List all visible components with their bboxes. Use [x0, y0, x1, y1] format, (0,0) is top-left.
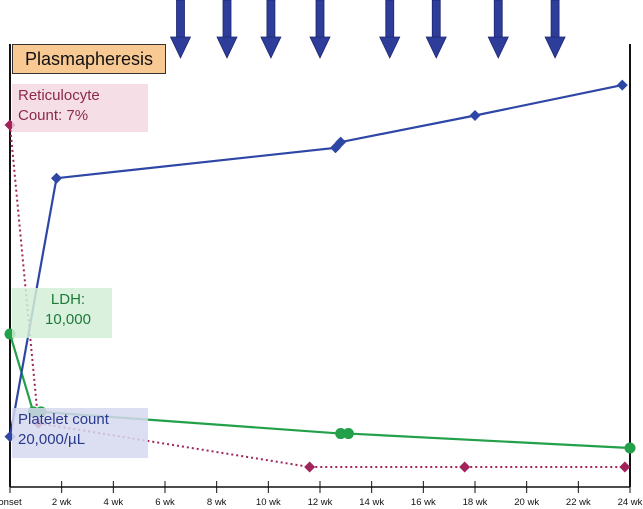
- x-tick-label: 6 wk: [155, 497, 175, 508]
- x-tick-label: 18 wk: [463, 497, 488, 508]
- x-tick-label: 4 wk: [104, 497, 124, 508]
- treatment-label-box: Plasmapheresis: [12, 44, 166, 74]
- x-axis-ticks: onset 2 wk 4 wk 6 wk 8 wk 10 wk 12 wk 14 wk 16 w…: [0, 481, 643, 508]
- down-arrow-icon: [425, 0, 447, 59]
- data-point: [624, 442, 636, 454]
- legend-platelet-line1: Platelet count: [18, 411, 109, 428]
- data-point: [335, 428, 347, 440]
- x-tick-label: onset: [0, 497, 22, 508]
- x-tick-label: 24 wk: [618, 497, 643, 508]
- x-tick-label: 8 wk: [207, 497, 227, 508]
- legend-reticulocyte-line1: Reticulocyte: [18, 87, 100, 104]
- series-platelet-count: [4, 79, 628, 443]
- data-point: [51, 172, 62, 184]
- data-point: [459, 461, 471, 473]
- legend-platelet: Platelet count 20,000/µL: [12, 408, 148, 458]
- x-tick-label: 2 wk: [52, 497, 72, 508]
- data-point: [335, 136, 347, 148]
- plasmapheresis-arrows: [169, 0, 566, 59]
- x-tick-label: 10 wk: [256, 497, 281, 508]
- data-point: [616, 79, 628, 91]
- series-line: [8, 333, 631, 450]
- down-arrow-icon: [216, 0, 238, 59]
- legend-ldh-line2: 10,000: [45, 311, 91, 328]
- down-arrow-icon: [169, 0, 192, 59]
- data-point: [342, 428, 354, 440]
- x-tick-label: 22 wk: [566, 497, 591, 508]
- legend-reticulocyte-line2: Count: 7%: [18, 107, 89, 124]
- x-tick-label: 14 wk: [359, 497, 384, 508]
- legend-ldh-line1: LDH:: [50, 291, 86, 308]
- legend-ldh: LDH: 10,000: [12, 288, 112, 338]
- down-arrow-icon: [260, 0, 282, 59]
- down-arrow-icon: [309, 0, 331, 59]
- treatment-label: Plasmapheresis: [24, 49, 154, 69]
- data-point: [619, 461, 631, 473]
- x-tick-label: 12 wk: [308, 497, 333, 508]
- data-point: [304, 461, 316, 473]
- legend-platelet-line2: 20,000/µL: [18, 431, 86, 448]
- down-arrow-icon: [487, 0, 509, 59]
- legend-reticulocyte: Reticulocyte Count: 7%: [12, 84, 148, 132]
- down-arrow-icon: [379, 0, 401, 59]
- down-arrow-icon: [544, 0, 566, 59]
- data-point: [469, 110, 481, 121]
- x-tick-label: 20 wk: [514, 497, 539, 508]
- series-line: [8, 84, 623, 437]
- x-tick-label: 16 wk: [411, 497, 436, 508]
